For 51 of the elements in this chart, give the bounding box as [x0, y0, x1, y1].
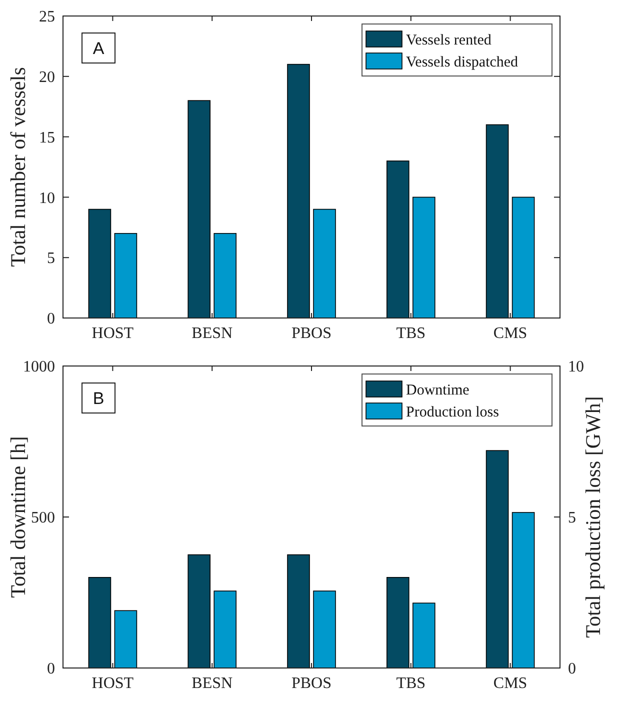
x-tick-label: PBOS: [291, 325, 332, 342]
y-tick-label: 10: [39, 190, 55, 207]
x-tick-label: HOST: [92, 675, 134, 692]
legend-label: Downtime: [406, 382, 470, 398]
bar: [88, 208, 112, 318]
x-tick-label: TBS: [396, 675, 426, 692]
legend-label: Vessels rented: [406, 32, 492, 48]
y-tick-label: 0: [47, 310, 55, 328]
bar: [313, 590, 336, 668]
bar: [287, 554, 310, 668]
y-tick-label: 5: [47, 250, 55, 268]
bar: [512, 512, 535, 668]
y2-tick-label: 5: [568, 510, 576, 527]
bar: [486, 124, 509, 318]
bar: [214, 233, 236, 318]
bar: [412, 196, 436, 318]
bar: [386, 160, 410, 318]
annotation: B: [92, 388, 104, 408]
annotation: A: [92, 38, 105, 58]
y-axis-title: Total downtime [h]: [6, 436, 30, 598]
bar: [88, 577, 112, 668]
bar: [412, 602, 436, 668]
y-tick-label: 15: [39, 129, 55, 146]
bar: [214, 590, 236, 668]
x-tick-label: BESN: [192, 325, 233, 342]
y-tick-label: 500: [31, 510, 55, 527]
x-tick-label: CMS: [493, 675, 528, 692]
bar: [114, 233, 138, 318]
y2-tick-label: 10: [568, 358, 584, 376]
y-tick-label: 25: [39, 8, 55, 26]
legend-label: Production loss: [406, 404, 500, 420]
bar: [386, 577, 410, 668]
bar: [188, 554, 210, 668]
x-tick-label: CMS: [493, 325, 528, 342]
y-tick-label: 20: [39, 69, 55, 86]
bar: [188, 100, 210, 318]
y-tick-label: 0: [47, 660, 55, 678]
bar: [486, 450, 509, 668]
y2-tick-label: 0: [568, 660, 576, 678]
legend-label: Vessels dispatched: [406, 54, 519, 70]
x-tick-label: BESN: [192, 675, 233, 692]
bar: [512, 196, 535, 318]
y2-axis-title: Total production loss [GWh]: [581, 396, 605, 638]
y-axis-title: Total number of vessels: [6, 67, 30, 267]
y-tick-label: 1000: [23, 358, 55, 376]
bar: [287, 64, 310, 318]
x-tick-label: HOST: [92, 325, 134, 342]
x-tick-label: PBOS: [291, 675, 332, 692]
bar: [114, 610, 138, 668]
bar: [313, 208, 336, 318]
x-tick-label: TBS: [396, 325, 426, 342]
